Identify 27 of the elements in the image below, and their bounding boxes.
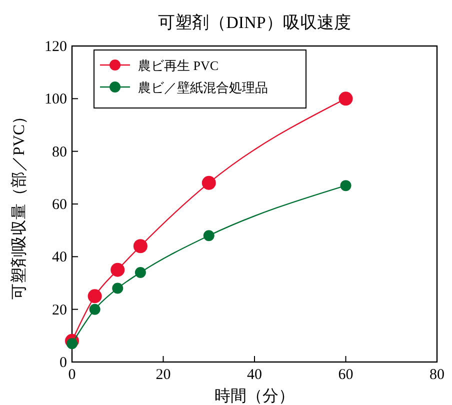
- x-axis-title: 時間（分）: [214, 387, 294, 405]
- chart-title: 可塑剤（DINP）吸収速度: [158, 13, 351, 32]
- point: [110, 262, 125, 277]
- x-tick-label: 80: [430, 367, 444, 383]
- x-tick-label: 60: [338, 367, 354, 383]
- y-tick-label: 100: [44, 92, 67, 108]
- point: [112, 282, 124, 294]
- point: [202, 176, 216, 190]
- point: [133, 239, 148, 254]
- y-tick-label: 20: [52, 302, 67, 318]
- y-axis-title: 可塑剤吸収量（部／PVC）: [10, 108, 28, 300]
- y-tick-label: 120: [44, 39, 67, 55]
- point: [66, 338, 78, 350]
- legend-label: 農ビ再生 PVC: [138, 58, 219, 73]
- point: [203, 230, 214, 242]
- point: [89, 304, 100, 315]
- point: [340, 180, 352, 192]
- y-tick-label: 60: [52, 197, 67, 213]
- x-tick-label: 20: [156, 367, 171, 383]
- y-tick-label: 80: [52, 144, 67, 160]
- point: [338, 92, 353, 106]
- point: [134, 266, 146, 278]
- y-tick-label: 0: [60, 355, 67, 371]
- y-tick-label: 40: [52, 250, 67, 266]
- legend-label: 農ビ／壁紙混合処理品: [138, 80, 268, 95]
- x-tick-label: 40: [247, 367, 262, 383]
- point: [88, 289, 102, 304]
